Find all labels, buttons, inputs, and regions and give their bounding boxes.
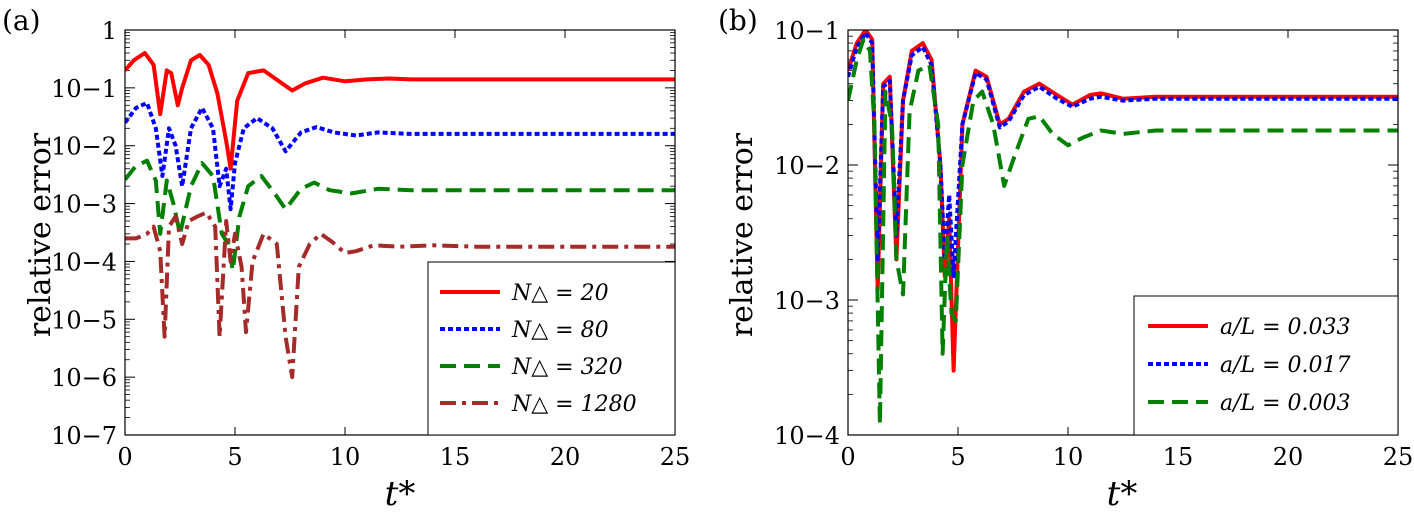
x-tick-label: 0 [117, 443, 132, 471]
y-tick-label: 10−6 [51, 364, 117, 392]
x-tick-label: 10 [1053, 443, 1084, 471]
legend-label-2: N△ = 320 [511, 355, 623, 380]
legend-label-0: N△ = 20 [511, 281, 609, 306]
panel-b-legend-box [1133, 295, 1399, 436]
legend-label-1: a/L = 0.017 [1220, 353, 1351, 378]
legend-label-2: a/L = 0.003 [1220, 391, 1351, 416]
x-tick-label: 25 [660, 443, 691, 471]
x-tick-label: 15 [1163, 443, 1194, 471]
panel-a-legend: N△ = 20 N△ = 80 N△ = 320 N△ = 1280 [427, 261, 676, 436]
y-tick-label: 10−5 [51, 306, 117, 334]
y-tick-label: 10−2 [51, 133, 117, 161]
panel-b-legend: a/L = 0.033 a/L = 0.017 a/L = 0.003 [1133, 295, 1399, 436]
legend-label-0: a/L = 0.033 [1220, 315, 1351, 340]
y-tick-label: 10−3 [774, 287, 840, 315]
panel-a-label: (a) [2, 4, 41, 37]
y-tick-label: 10−2 [774, 152, 840, 180]
x-tick-label: 5 [227, 443, 242, 471]
series-line-1 [125, 100, 675, 212]
panel-a-ylabel: relative error [23, 132, 58, 337]
series-line-0 [125, 51, 675, 171]
y-tick-label: 10−3 [51, 191, 117, 219]
legend-label-3: N△ = 1280 [511, 392, 637, 417]
panel-a-xlabel: t* [385, 474, 416, 514]
x-tick-label: 5 [950, 443, 965, 471]
panel-a: (a) relative error t* 0 5 10 15 20 25 10−7 10−6… [2, 4, 690, 514]
panel-a-frame [124, 29, 676, 436]
x-tick-label: 20 [550, 443, 581, 471]
y-tick-label: 10−1 [51, 75, 117, 103]
legend-label-1: N△ = 80 [511, 318, 609, 343]
y-tick-label: 10−4 [51, 248, 117, 276]
panel-b-xlabel: t* [1107, 474, 1138, 514]
x-tick-label: 10 [330, 443, 361, 471]
panel-b-series [848, 30, 1398, 427]
y-tick-label: 10−1 [774, 17, 840, 45]
y-tick-label: 1 [102, 17, 117, 45]
x-tick-label: 0 [840, 443, 855, 471]
x-tick-label: 20 [1273, 443, 1304, 471]
y-tick-label: 10−4 [774, 422, 840, 450]
panel-b-ylabel: relative error [725, 132, 760, 337]
panel-b-label: (b) [718, 4, 758, 37]
series-line-3 [125, 210, 675, 380]
x-tick-label: 25 [1383, 443, 1414, 471]
x-tick-label: 15 [440, 443, 471, 471]
series-line-2 [125, 158, 675, 273]
series-line-1 [848, 31, 1398, 279]
panel-b-ticks: 0 5 10 15 20 25 10−4 10−3 10−2 10−1 [774, 17, 1413, 471]
y-tick-label: 10−7 [51, 422, 117, 450]
series-line-2 [848, 37, 1398, 427]
panel-b-frame [847, 29, 1399, 436]
panel-b: (b) relative error t* 0 5 10 15 20 25 10−4 10−3… [718, 4, 1413, 514]
panel-a-series [125, 51, 675, 380]
